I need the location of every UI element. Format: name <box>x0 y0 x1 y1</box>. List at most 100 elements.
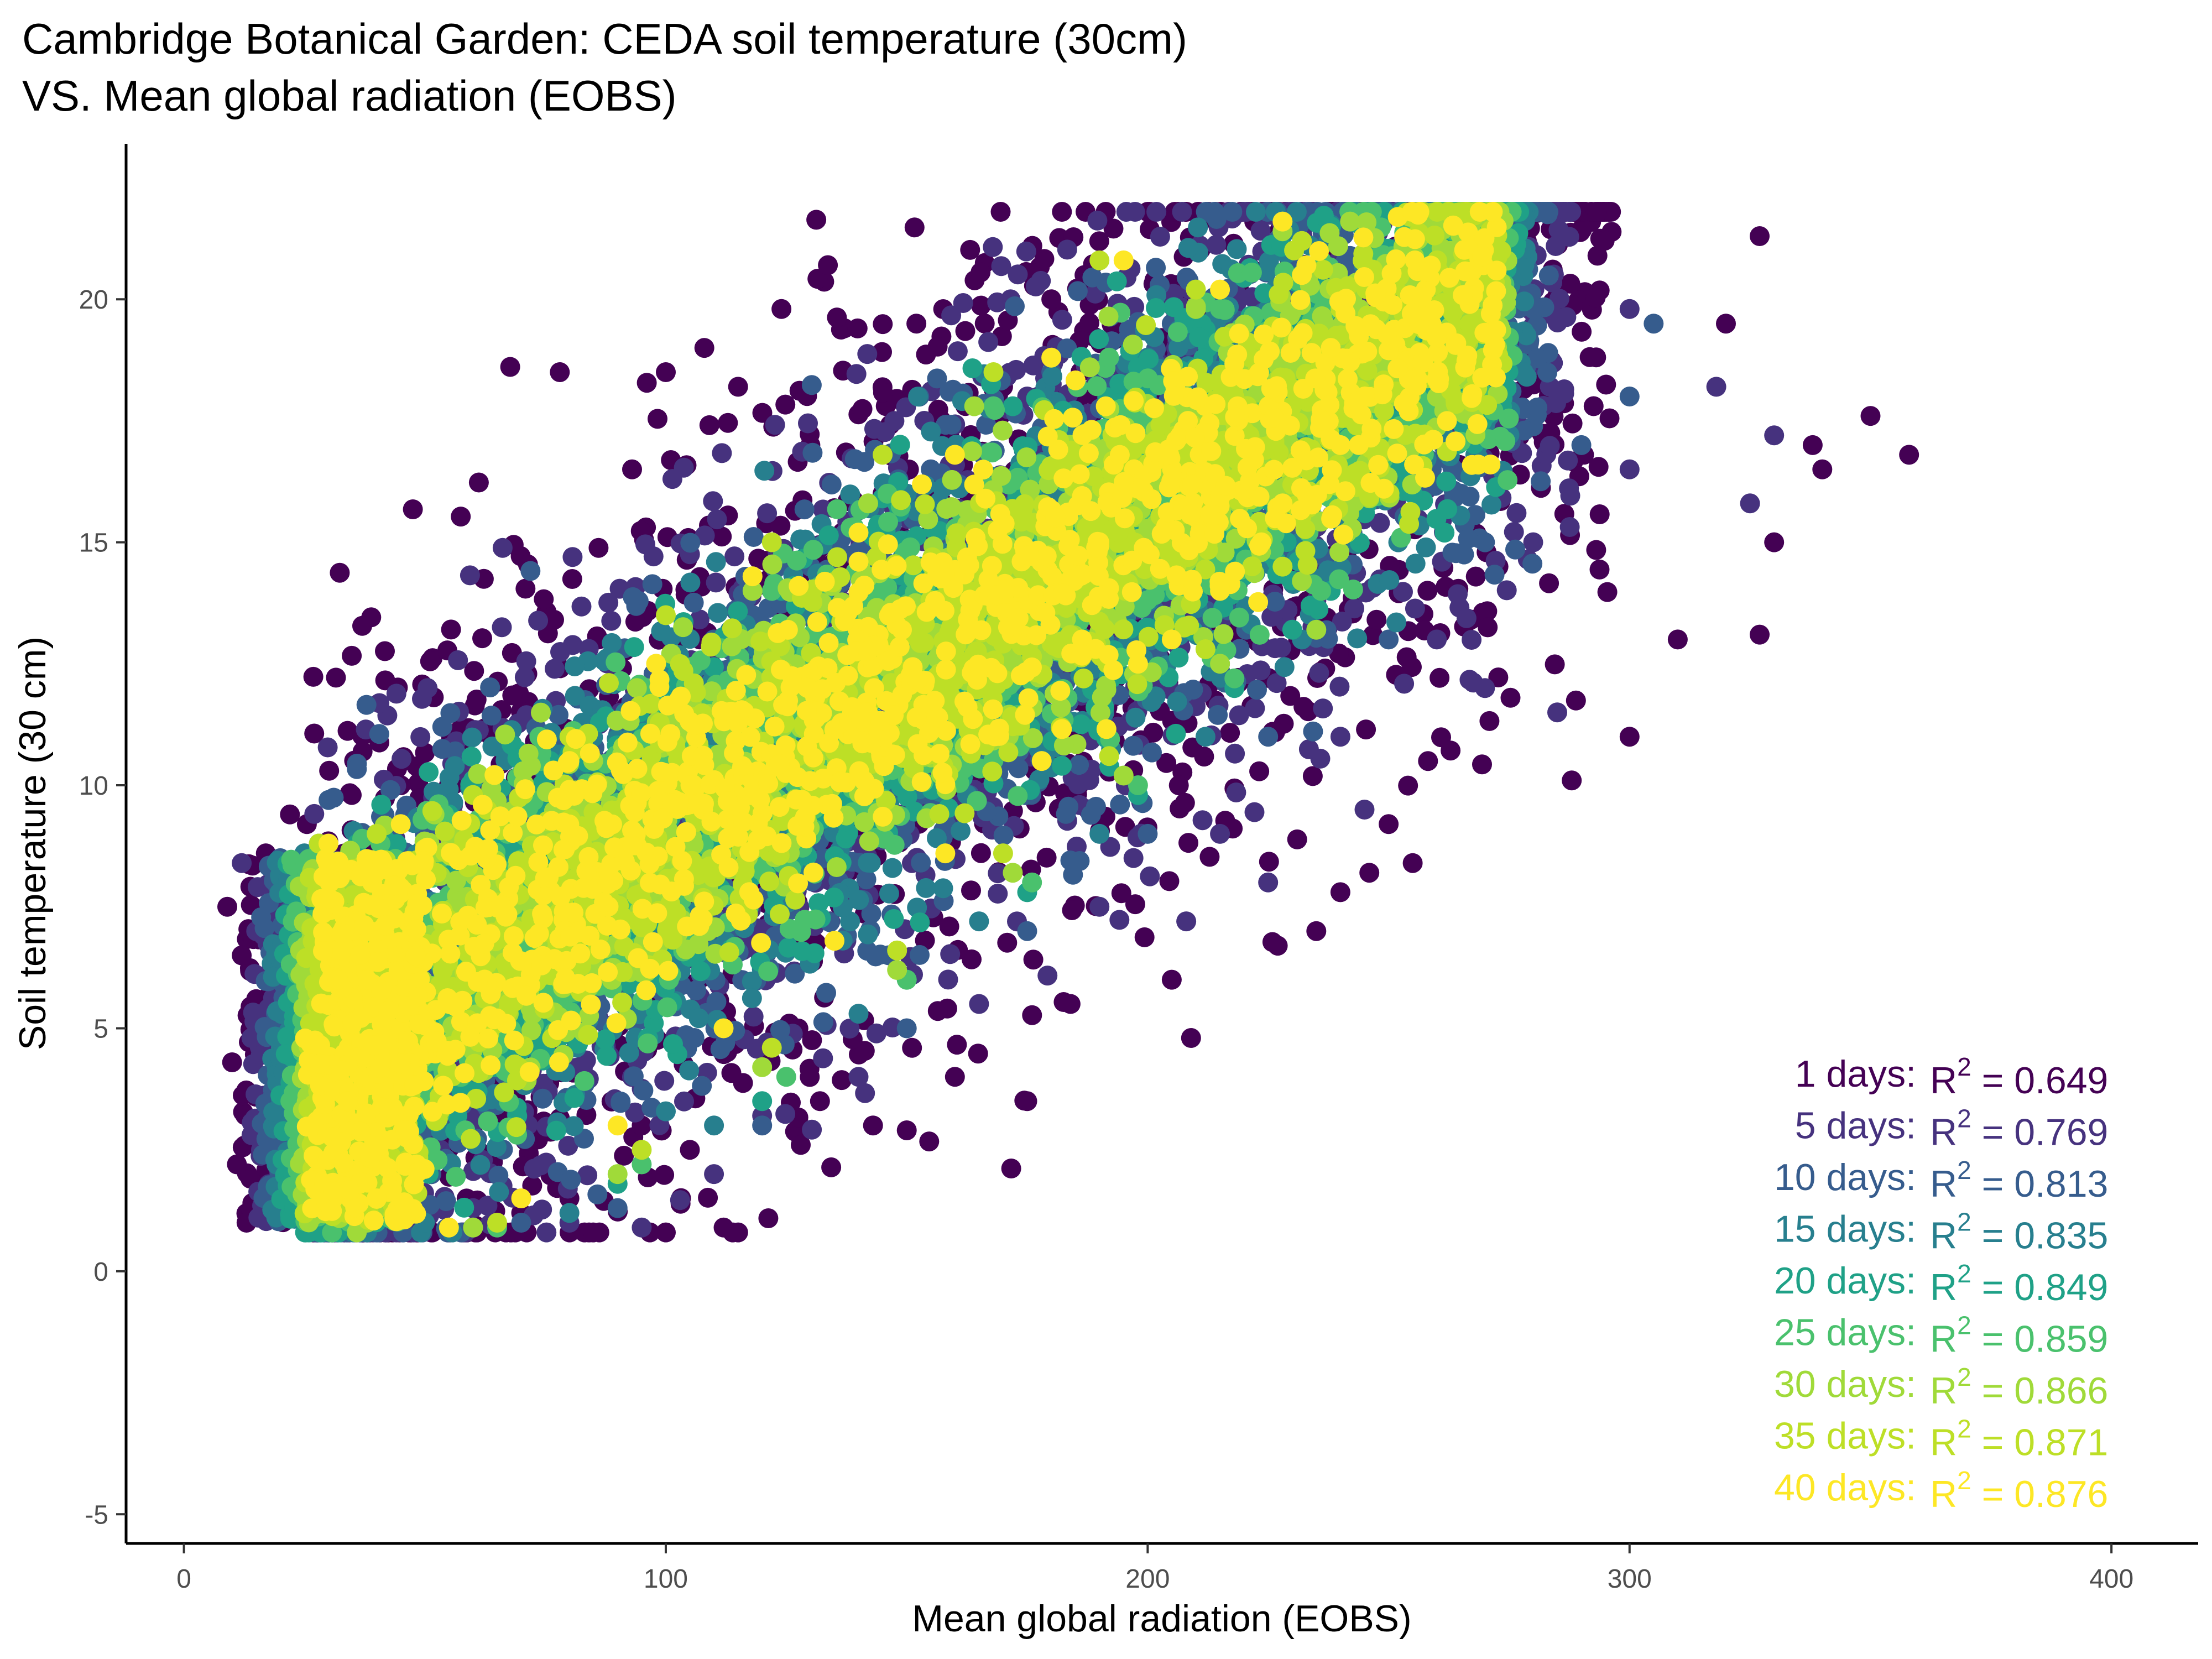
scatter-point <box>1586 347 1606 368</box>
scatter-point <box>802 1119 822 1140</box>
scatter-point <box>460 565 480 586</box>
scatter-point <box>1398 775 1418 796</box>
scatter-point <box>1456 608 1477 628</box>
scatter-point <box>562 569 582 589</box>
scatter-point <box>1199 847 1220 867</box>
scatter-point <box>1309 662 1329 683</box>
scatter-point <box>718 413 738 433</box>
scatter-point <box>1206 234 1227 255</box>
scatter-point <box>1159 871 1180 891</box>
scatter-point <box>960 239 980 260</box>
scatter-point <box>1208 705 1228 725</box>
scatter-point <box>821 1157 842 1177</box>
scatter-point <box>1183 680 1203 700</box>
scatter-point <box>1041 289 1062 310</box>
scatter-point <box>1142 742 1162 763</box>
scatter-point <box>807 269 828 289</box>
scatter-point <box>1259 852 1279 872</box>
scatter-point <box>1393 582 1413 602</box>
scatter-point <box>1379 814 1399 834</box>
scatter-point <box>699 415 719 435</box>
scatter-point <box>217 896 237 917</box>
scatter-point <box>1111 883 1131 904</box>
scatter-point <box>707 509 727 530</box>
scatter-point <box>319 790 339 810</box>
scatter-point <box>1588 457 1609 477</box>
scatter-point <box>902 1037 922 1058</box>
scatter-point <box>1329 643 1349 664</box>
scatter-point <box>818 255 838 275</box>
scatter-point <box>1506 503 1527 523</box>
scatter-point <box>1110 794 1130 815</box>
scatter-point <box>637 373 657 393</box>
scatter-point <box>1344 598 1364 619</box>
scatter-point <box>1023 950 1044 970</box>
scatter-point <box>656 1222 676 1243</box>
scatter-point <box>342 645 362 666</box>
scatter-point <box>1125 894 1145 915</box>
scatter-point <box>990 202 1011 222</box>
scatter-point <box>1017 1091 1037 1112</box>
scatter-point <box>1402 853 1423 873</box>
scatter-point <box>558 1135 578 1156</box>
scatter-point <box>440 703 461 723</box>
scatter-point <box>1366 609 1387 630</box>
scatter-point <box>1559 517 1580 537</box>
scatter-point <box>941 305 962 326</box>
scatter-point <box>938 969 958 990</box>
scatter-point <box>1522 554 1543 574</box>
scatter-point <box>690 609 710 630</box>
scatter-point <box>752 403 773 423</box>
scatter-point <box>993 825 1014 846</box>
scatter-point <box>1332 612 1352 632</box>
scatter-point <box>813 499 833 520</box>
scatter-point <box>1089 231 1109 252</box>
scatter-point <box>342 785 362 805</box>
scatter-point <box>1547 312 1568 333</box>
scatter-point <box>852 399 873 419</box>
scatter-point <box>468 472 489 493</box>
scatter-point <box>656 362 676 382</box>
scatter-point <box>1601 202 1621 222</box>
scatter-point <box>227 1154 247 1175</box>
scatter-point <box>1812 459 1833 479</box>
scatter-point <box>1500 687 1521 708</box>
scatter-point <box>800 1067 820 1087</box>
scatter-point <box>775 394 796 415</box>
scatter-point <box>1488 667 1509 687</box>
scatter-point <box>1103 218 1124 239</box>
scatter-point <box>1750 624 1770 645</box>
scatter-point <box>611 1091 631 1112</box>
scatter-point <box>1589 504 1610 524</box>
scatter-point <box>1465 566 1486 587</box>
scatter-point <box>1123 735 1144 756</box>
scatter-point <box>375 670 395 691</box>
scatter-point <box>846 364 867 384</box>
scatter-point <box>1143 722 1164 743</box>
scatter-point <box>724 546 745 567</box>
scatter-point <box>451 507 471 527</box>
scatter-point <box>415 743 435 763</box>
scatter-point <box>947 341 968 362</box>
scatter-point <box>1558 450 1578 471</box>
scatter-point <box>728 377 748 397</box>
scatter-point <box>1109 910 1130 930</box>
scatter-point <box>1802 435 1823 455</box>
scatter-point <box>706 572 726 593</box>
scatter-point <box>1540 436 1560 456</box>
scatter-point <box>670 1190 690 1211</box>
scatter-point <box>692 1076 712 1096</box>
scatter-point <box>614 1145 634 1166</box>
scatter-point <box>369 724 389 744</box>
scatter-point <box>1087 210 1108 231</box>
scatter-point <box>1329 676 1350 697</box>
scatter-point <box>1330 882 1350 902</box>
scatter-point <box>654 1071 675 1091</box>
scatter-point <box>1034 249 1055 269</box>
scatter-point <box>1566 690 1586 711</box>
scatter-point <box>969 994 989 1014</box>
scatter-point <box>1472 754 1492 775</box>
scatter-point <box>1441 740 1461 761</box>
scatter-point <box>1249 761 1270 781</box>
scatter-point <box>1123 848 1144 868</box>
